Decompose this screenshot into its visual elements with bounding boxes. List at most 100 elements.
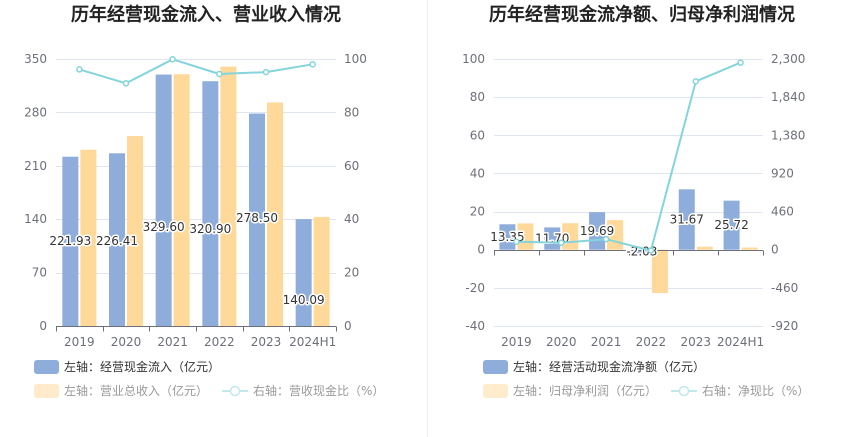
left-axis-tick-label: -40 bbox=[465, 319, 485, 333]
cash-profit-ratio-point bbox=[558, 239, 565, 246]
legend-item-net-operating-cash-flow: 左轴：经营活动现金流净额（亿元） bbox=[483, 359, 705, 374]
right-axis-tick-label: 0 bbox=[771, 243, 779, 257]
legend-swatch bbox=[483, 360, 508, 374]
x-axis-label: 2020 bbox=[111, 335, 142, 349]
cash-profit-ratio-line bbox=[516, 61, 741, 252]
left-axis-tick-label: -20 bbox=[465, 281, 485, 295]
cash-profit-ratio-point bbox=[737, 59, 744, 66]
cash-revenue-ratio-line bbox=[79, 58, 313, 85]
right-axis-tick-label: 60 bbox=[344, 159, 359, 173]
legend-item-cash-inflow: 左轴：经营现金流入（亿元） bbox=[34, 359, 220, 374]
cash-inflow-bar bbox=[62, 156, 79, 326]
cash-inflow-bar bbox=[202, 81, 219, 326]
legend-label: 左轴：经营活动现金流净额（亿元） bbox=[513, 359, 705, 374]
cash-profit-ratio-point bbox=[647, 247, 655, 254]
legend-swatch bbox=[483, 384, 508, 398]
left-axis-tick-label: 20 bbox=[470, 205, 485, 219]
cash-profit-ratio-point bbox=[602, 235, 610, 243]
cash-inflow-value-label: 140.09 bbox=[283, 293, 325, 307]
right-axis-tick-label: 1,380 bbox=[771, 128, 805, 142]
net-operating-cash-flow-value-label: 25.72 bbox=[714, 218, 748, 232]
cash-inflow-value-label: 226.41 bbox=[96, 234, 138, 248]
cash-inflow-bar bbox=[155, 74, 172, 326]
left-axis-tick-label: 140 bbox=[24, 212, 47, 226]
left-axis-tick-label: 100 bbox=[462, 52, 485, 66]
net-operating-cash-flow-bar bbox=[633, 249, 650, 254]
legend-item-cash-revenue-ratio: 右轴：营收现金比（%） bbox=[222, 383, 384, 398]
legend-item-cash-profit-ratio: 右轴：净现比（%） bbox=[671, 383, 809, 398]
x-axis-label: 2021 bbox=[157, 335, 188, 349]
legend-marker-icon bbox=[229, 385, 241, 397]
right-axis-tick-label: 2,300 bbox=[771, 52, 805, 66]
cash-inflow-value-label: 221.93 bbox=[49, 234, 91, 248]
cash-inflow-bar bbox=[295, 219, 312, 326]
x-axis-label: 2021 bbox=[591, 335, 622, 349]
net-operating-cash-flow-bar bbox=[544, 227, 561, 250]
cash-inflow-value-label: 329.60 bbox=[143, 220, 185, 234]
net-operating-cash-flow-bar bbox=[723, 200, 740, 250]
cash-inflow-value-label: 278.50 bbox=[236, 211, 278, 225]
legend-label: 左轴：经营现金流入（亿元） bbox=[64, 359, 220, 374]
cash-revenue-ratio-point bbox=[122, 80, 130, 87]
legend-marker-icon bbox=[678, 385, 690, 397]
operating-revenue-bar bbox=[173, 74, 190, 326]
operating-revenue-bar bbox=[127, 136, 143, 326]
net-operating-cash-flow-bar bbox=[499, 224, 516, 250]
cash-revenue-ratio-point bbox=[169, 56, 176, 63]
x-axis-label: 2024H1 bbox=[289, 335, 336, 349]
net-profit-bar bbox=[651, 249, 668, 294]
plot-area: -40 -20 0 20 40 60 80 100 -920 -460 0 460 920 1,380 1,… bbox=[462, 52, 805, 349]
legend-swatch bbox=[34, 360, 59, 374]
legend-item-operating-revenue: 左轴：营业总收入（亿元） bbox=[34, 383, 208, 398]
left-axis-tick-label: 0 bbox=[477, 243, 485, 257]
net-operating-cash-flow-bar bbox=[678, 189, 695, 250]
cash-profit-ratio-point bbox=[692, 78, 699, 85]
legend-label: 右轴：营收现金比（%） bbox=[253, 383, 384, 398]
left-axis-tick-label: 80 bbox=[470, 90, 485, 104]
cash-profit-ratio-point bbox=[513, 238, 520, 245]
legend: 左轴：经营现金流入（亿元） 左轴：营业总收入（亿元） 右轴：营收现金比（%） bbox=[34, 359, 384, 398]
operating-revenue-bar bbox=[267, 102, 283, 327]
right-axis-tick-label: 80 bbox=[344, 105, 359, 119]
right-axis-tick-label: -920 bbox=[771, 319, 798, 333]
right-axis-tick-label: 100 bbox=[344, 52, 367, 66]
net-operating-cash-flow-value-label: 31.67 bbox=[670, 213, 704, 227]
right-axis-tick-label: 1,840 bbox=[771, 90, 805, 104]
net-profit-bar bbox=[741, 247, 758, 250]
legend-label: 左轴：营业总收入（亿元） bbox=[64, 383, 208, 398]
legend-swatch bbox=[34, 384, 59, 398]
cash-revenue-ratio-point bbox=[309, 61, 316, 68]
left-axis-tick-label: 280 bbox=[24, 105, 47, 119]
left-axis-tick-label: 40 bbox=[470, 166, 485, 180]
x-axis-label: 2023 bbox=[680, 335, 711, 349]
legend-item-net-profit: 左轴：归母净利润（亿元） bbox=[483, 383, 657, 398]
plot-area: 0 70 140 210 280 350 0 20 40 60 80 100 2019 2020 2021 2… bbox=[24, 52, 367, 349]
x-axis-label: 2023 bbox=[251, 335, 282, 349]
cash-inflow-bar bbox=[109, 153, 125, 326]
left-axis-tick-label: 350 bbox=[24, 52, 47, 66]
net-profit-bar bbox=[696, 246, 713, 250]
cash-inflow-bar bbox=[249, 113, 265, 327]
right-axis-tick-label: -460 bbox=[771, 281, 798, 295]
left-axis-tick-label: 210 bbox=[24, 159, 47, 173]
left-axis-tick-label: 70 bbox=[32, 266, 47, 280]
net-cash-flow-net-profit-chart: 历年经营现金流净额、归母净利润情况 -40 -20 0 20 40 60 80 100 -920… bbox=[462, 4, 809, 398]
legend: 左轴：经营活动现金流净额（亿元） 左轴：归母净利润（亿元） 右轴：净现比（%） bbox=[483, 359, 809, 398]
cash-revenue-ratio-point bbox=[262, 68, 270, 76]
legend-label: 左轴：归母净利润（亿元） bbox=[513, 383, 657, 398]
x-axis-label: 2019 bbox=[501, 335, 532, 349]
x-axis-label: 2020 bbox=[546, 335, 577, 349]
right-axis-tick-label: 460 bbox=[771, 205, 794, 219]
right-axis-tick-label: 40 bbox=[344, 212, 359, 226]
right-axis-tick-label: 20 bbox=[344, 266, 359, 280]
x-axis-label: 2022 bbox=[204, 335, 235, 349]
left-axis-tick-label: 60 bbox=[470, 128, 485, 142]
cash-revenue-ratio-point bbox=[76, 66, 83, 73]
chart-title: 历年经营现金流入、营业收入情况 bbox=[71, 4, 341, 26]
right-axis-tick-label: 0 bbox=[344, 319, 352, 333]
chart-title: 历年经营现金流净额、归母净利润情况 bbox=[489, 4, 795, 26]
legend-label: 右轴：净现比（%） bbox=[702, 383, 809, 398]
right-axis-tick-label: 920 bbox=[771, 166, 794, 180]
net-profit-bar bbox=[517, 223, 534, 250]
